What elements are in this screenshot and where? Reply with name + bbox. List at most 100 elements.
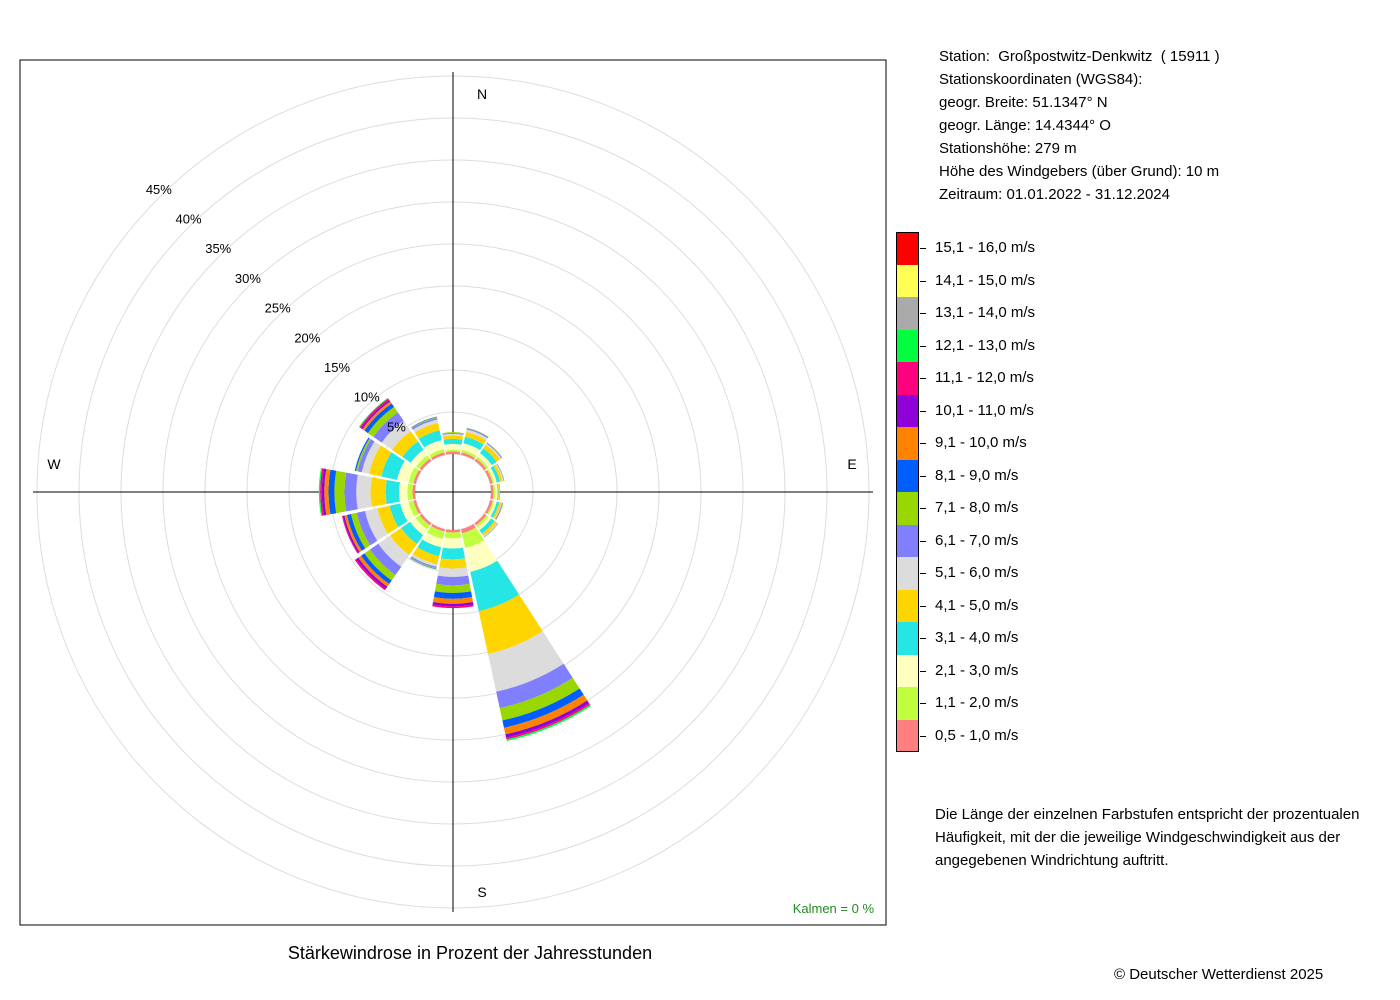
wedge-segment (470, 560, 520, 612)
legend-swatch (896, 654, 919, 687)
legend-tick (920, 735, 926, 737)
wedge-segment (442, 432, 464, 434)
wedge-segment (494, 484, 498, 500)
wedge-segment (498, 483, 500, 501)
legend-item: 6,1 - 7,0 m/s (896, 524, 1096, 557)
wedge-segment (364, 549, 396, 581)
legend-swatch (896, 524, 919, 557)
compass-label-w: W (47, 456, 61, 472)
wedge-segment (442, 433, 464, 437)
wedge-segment (490, 501, 500, 518)
legend-swatch (896, 557, 919, 590)
wedge-segment (357, 439, 375, 473)
wedge-segment (495, 502, 504, 520)
wedge-segment (412, 419, 439, 433)
anemometer-height: Höhe des Windgebers (über Grund): 10 m (939, 163, 1220, 180)
radial-tick-label: 25% (265, 301, 291, 316)
wedge-segment (381, 420, 411, 450)
wedge-segment (410, 449, 428, 467)
explanation-note: Die Länge der einzelnen Farbstufen entsp… (935, 803, 1395, 872)
wedge-segment (488, 500, 497, 517)
wedge-segment (342, 515, 360, 554)
legend-label: 0,5 - 1,0 m/s (935, 726, 1019, 744)
wedge-segment (461, 523, 476, 534)
wedge-segment (488, 467, 497, 484)
wedge-segment (364, 403, 395, 434)
wedge-segment (436, 575, 470, 586)
wedge-segment (496, 483, 499, 501)
station-name: Station: Großpostwitz-Denkwitz ( 15911 ) (939, 48, 1220, 65)
wedge-ne (474, 442, 503, 471)
wind-rose-chart: 5% 10% 15% 20%25% 30% 35%40% 45% N E S W Kalmen =… (19, 59, 887, 926)
radial-tick-label: 45% (146, 182, 172, 197)
legend-tick (920, 475, 926, 477)
legend-tick (920, 443, 926, 444)
plot-frame (19, 59, 887, 926)
wedge-segment (410, 517, 428, 535)
wedge-nw (358, 397, 432, 471)
wedge-segment (389, 503, 408, 528)
legend-item: 12,1 - 13,0 m/s (896, 329, 1096, 362)
wedge-nne (461, 427, 489, 461)
chart-title: Stärkewindrose in Prozent der Jahresstun… (287, 943, 653, 963)
radial-tick-label: 10% (354, 390, 380, 405)
wedge-segment (417, 539, 442, 557)
wedge-e (490, 483, 501, 501)
wedge-segment (486, 442, 503, 459)
wedge-segment (503, 694, 588, 735)
wedge-segment (415, 515, 430, 530)
wedge-segment (442, 433, 464, 435)
legend-label: 12,1 - 13,0 m/s (935, 336, 1036, 354)
legend-swatch (896, 719, 919, 752)
wedge-segment (328, 469, 337, 515)
note-line: angegebenen Windrichtung auftritt. (935, 852, 1169, 869)
wedge-segment (321, 468, 327, 516)
wedge-segment (324, 468, 331, 516)
legend-swatch (896, 297, 919, 330)
legend-item: 3,1 - 4,0 m/s (896, 622, 1096, 655)
legend-label: 8,1 - 9,0 m/s (935, 466, 1019, 484)
wedge-segment (431, 523, 445, 532)
legend-tick (920, 280, 926, 282)
wedge-segment (490, 484, 494, 500)
wedge-segment (445, 451, 461, 455)
station-coords-heading: Stationskoordinaten (WGS84): (939, 71, 1143, 88)
wedge-segment (381, 452, 405, 480)
legend-swatch (896, 589, 919, 622)
station-longitude: geogr. Länge: 14.4344° O (939, 117, 1111, 134)
wedge-segment (432, 597, 474, 604)
wedge-w (318, 468, 416, 516)
legend-tick (920, 508, 926, 509)
wedge-segment (466, 429, 488, 441)
wedge-segment (479, 448, 497, 466)
legend-tick (920, 540, 926, 542)
wedge-segment (496, 663, 573, 709)
wedge-segment (437, 567, 469, 578)
wedge-segment (350, 512, 371, 549)
compass-label-e: E (847, 456, 856, 472)
wedge-ese (484, 500, 504, 520)
wedge-segment (426, 526, 445, 539)
wedge-segment (361, 441, 381, 474)
wedge-segment (434, 583, 472, 593)
compass-labels: N E S W (47, 86, 856, 900)
wedge-segment (505, 700, 590, 738)
wedge-segment (360, 399, 391, 430)
note-line: Häufigkeit, mit der die jeweilige Windge… (935, 829, 1341, 846)
wedge-segment (502, 688, 584, 728)
wedge-segment (493, 464, 503, 482)
wedge-segment (476, 515, 489, 528)
wedge-segment (364, 508, 388, 541)
legend-tick (920, 410, 926, 412)
wedge-segment (408, 500, 419, 517)
legend-swatch (896, 427, 919, 460)
wedge-segment (360, 553, 392, 585)
wedge-segment (355, 438, 371, 472)
legend-tick (920, 345, 926, 347)
legend-tick (920, 248, 926, 249)
legend-item: 4,1 - 5,0 m/s (896, 589, 1096, 622)
legend-label: 9,1 - 10,0 m/s (935, 434, 1027, 451)
wedge-segment (496, 463, 505, 482)
wedge-segment (419, 513, 432, 526)
wedge-segment (411, 417, 437, 429)
